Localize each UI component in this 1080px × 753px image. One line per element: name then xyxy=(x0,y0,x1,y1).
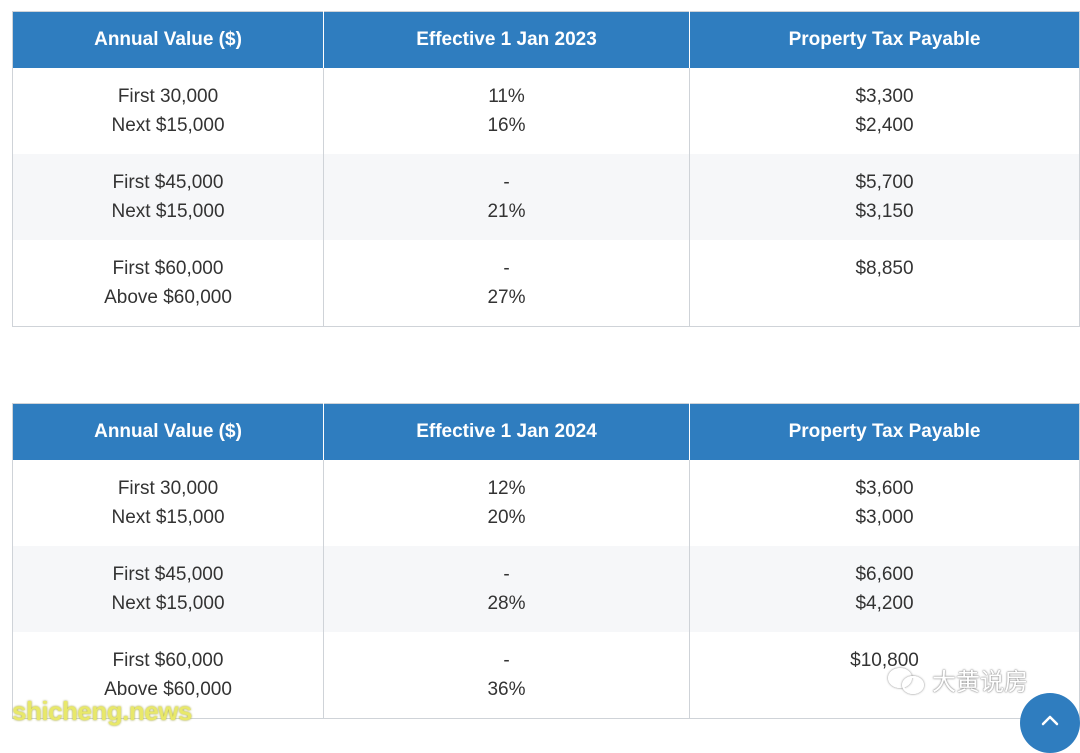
rate-cell: 11% 16% xyxy=(323,68,690,154)
cell-line: 12% xyxy=(487,478,526,499)
cell-line: 20% xyxy=(487,507,526,528)
rate-cell: - 28% xyxy=(323,546,690,632)
cell-line: Next $15,000 xyxy=(111,593,225,614)
wechat-icon xyxy=(886,664,926,696)
cell-line: First $45,000 xyxy=(112,564,224,585)
cell-line: $5,700 xyxy=(855,172,914,193)
cell-line: $2,400 xyxy=(855,115,914,136)
tax-payable-cell: $6,600 $4,200 xyxy=(689,546,1080,632)
table-header-row: Annual Value ($) Effective 1 Jan 2024 Pr… xyxy=(12,403,1080,460)
annual-value-cell: First $45,000 Next $15,000 xyxy=(12,154,324,240)
header-tax-payable: Property Tax Payable xyxy=(689,11,1080,68)
header-annual-value: Annual Value ($) xyxy=(12,403,324,460)
cell-line: $4,200 xyxy=(855,593,914,614)
cell-line: First 30,000 xyxy=(117,86,219,107)
annual-value-cell: First $60,000 Above $60,000 xyxy=(13,240,324,327)
annual-value-cell: First 30,000 Next $15,000 xyxy=(13,68,324,154)
cell-line xyxy=(690,283,1079,312)
table-row: First $60,000 Above $60,000 - 36% $10,80… xyxy=(13,632,1080,719)
watermark-right-text: 大黄说房 xyxy=(932,669,1028,696)
cell-line: 21% xyxy=(487,201,526,222)
cell-line: First $45,000 xyxy=(112,172,224,193)
rate-cell: 12% 20% xyxy=(323,460,690,546)
tax-payable-cell: $8,850 xyxy=(689,240,1080,327)
tax-table-2024: Annual Value ($) Effective 1 Jan 2024 Pr… xyxy=(12,403,1080,719)
cell-line: Next $15,000 xyxy=(111,201,225,222)
annual-value-cell: First $60,000 Above $60,000 xyxy=(13,632,324,719)
cell-line: First $60,000 xyxy=(112,650,224,671)
cell-line: Next $15,000 xyxy=(111,507,225,528)
rate-cell: - 36% xyxy=(323,632,690,719)
annual-value-cell: First $45,000 Next $15,000 xyxy=(12,546,324,632)
table-row: First $45,000 Next $15,000 - 28% $6,600 … xyxy=(12,546,1080,632)
table-header-row: Annual Value ($) Effective 1 Jan 2023 Pr… xyxy=(12,11,1080,68)
table-row: First 30,000 Next $15,000 12% 20% $3,600… xyxy=(13,460,1080,546)
cell-line: Above $60,000 xyxy=(104,287,232,308)
cell-line: $10,800 xyxy=(850,650,919,671)
cell-line: 27% xyxy=(487,287,526,308)
cell-line: $3,150 xyxy=(855,201,914,222)
cell-line: Above $60,000 xyxy=(104,679,232,700)
tax-payable-cell: $3,300 $2,400 xyxy=(689,68,1080,154)
cell-line: First 30,000 xyxy=(117,478,219,499)
table-row: First $45,000 Next $15,000 - 21% $5,700 … xyxy=(12,154,1080,240)
header-annual-value: Annual Value ($) xyxy=(12,11,324,68)
header-effective-date: Effective 1 Jan 2024 xyxy=(323,403,690,460)
table-row: First $60,000 Above $60,000 - 27% $8,850 xyxy=(13,240,1080,327)
tax-payable-cell: $5,700 $3,150 xyxy=(689,154,1080,240)
header-effective-date: Effective 1 Jan 2023 xyxy=(323,11,690,68)
rate-cell: - 27% xyxy=(323,240,690,327)
tax-payable-cell: $10,800 xyxy=(689,632,1080,719)
cell-line: - xyxy=(503,564,510,585)
cell-line: $8,850 xyxy=(855,258,914,279)
cell-line: $3,600 xyxy=(855,478,914,499)
scroll-to-top-button[interactable] xyxy=(1020,693,1080,753)
cell-line: $3,300 xyxy=(855,86,914,107)
tax-table-2023: Annual Value ($) Effective 1 Jan 2023 Pr… xyxy=(12,11,1080,327)
tax-payable-cell: $3,600 $3,000 xyxy=(689,460,1080,546)
cell-line: - xyxy=(503,650,510,671)
cell-line: 11% xyxy=(488,86,525,107)
header-tax-payable: Property Tax Payable xyxy=(689,403,1080,460)
rate-cell: - 21% xyxy=(323,154,690,240)
watermark-right: 大黄说房 xyxy=(886,662,1028,697)
cell-line: First $60,000 xyxy=(112,258,224,279)
cell-line: 28% xyxy=(487,593,526,614)
cell-line: Next $15,000 xyxy=(111,115,225,136)
cell-line: - xyxy=(503,258,510,279)
cell-line: $3,000 xyxy=(855,507,914,528)
cell-line: - xyxy=(503,172,510,193)
cell-line: $6,600 xyxy=(855,564,914,585)
chevron-up-icon xyxy=(1041,715,1059,726)
cell-line: 16% xyxy=(487,115,526,136)
watermark-left: shicheng.news xyxy=(12,696,192,726)
table-row: First 30,000 Next $15,000 11% 16% $3,300… xyxy=(13,68,1080,154)
cell-line: 36% xyxy=(487,679,526,700)
annual-value-cell: First 30,000 Next $15,000 xyxy=(13,460,324,546)
